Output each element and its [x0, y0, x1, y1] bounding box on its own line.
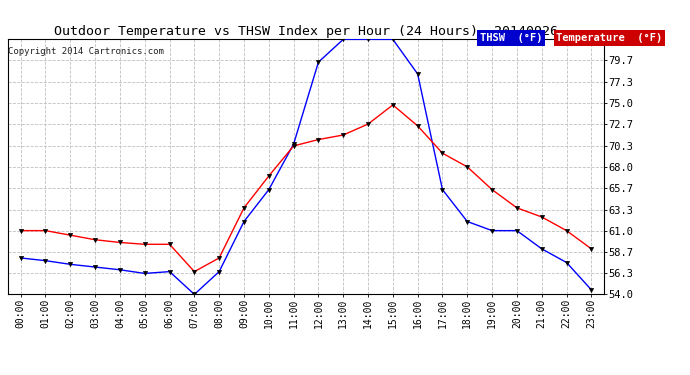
Title: Outdoor Temperature vs THSW Index per Hour (24 Hours)  20140926: Outdoor Temperature vs THSW Index per Ho…: [54, 25, 558, 38]
Text: THSW  (°F): THSW (°F): [480, 33, 542, 43]
Text: Copyright 2014 Cartronics.com: Copyright 2014 Cartronics.com: [8, 47, 164, 56]
Text: Temperature  (°F): Temperature (°F): [556, 33, 662, 43]
